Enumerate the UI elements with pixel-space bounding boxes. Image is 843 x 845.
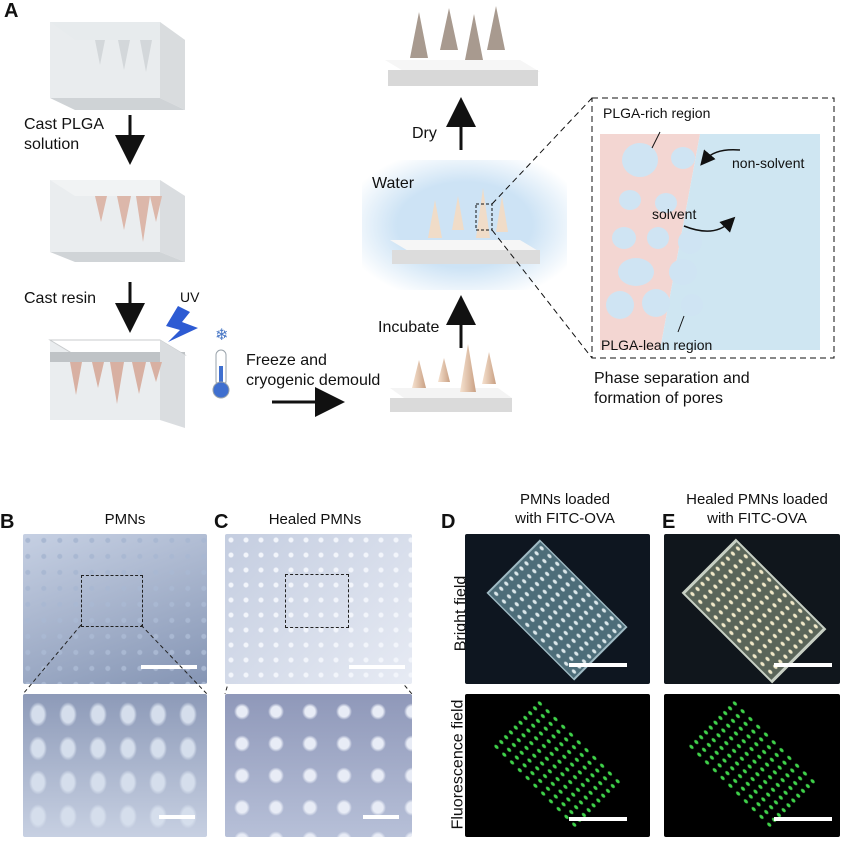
panel-d-title-line1: PMNs loaded bbox=[519, 491, 611, 508]
zoom-box-c bbox=[285, 574, 349, 628]
pmn-zoom-photo bbox=[23, 694, 207, 837]
scale-bar-d-bright bbox=[569, 663, 627, 667]
step-incubate: Incubate bbox=[378, 319, 440, 336]
panel-b-letter: B bbox=[0, 511, 15, 533]
patch-fluor-e bbox=[685, 697, 817, 829]
inset-rich-label: PLGA-rich region bbox=[603, 105, 711, 121]
healed-pmn-zoom-photo bbox=[225, 694, 412, 837]
patch-fluor-d bbox=[490, 697, 622, 829]
demoulded-patch bbox=[390, 344, 512, 412]
thermometer-icon: ❄ bbox=[212, 327, 230, 399]
scale-bar-c-zoom bbox=[363, 815, 399, 819]
panel-c-letter: C bbox=[214, 511, 229, 533]
inset-caption-line1: Phase separation and bbox=[594, 370, 750, 387]
step-cast-plga-line1: Cast PLGA bbox=[24, 116, 105, 133]
healed-pmn-bright-field-photo bbox=[664, 534, 840, 684]
inset-caption-line2: formation of pores bbox=[594, 390, 723, 407]
scale-bar-b bbox=[141, 665, 197, 669]
step-cast-plga-line2: solution bbox=[24, 136, 80, 153]
step-uv: UV bbox=[180, 289, 200, 305]
patch-bright-e bbox=[681, 538, 827, 684]
panel-a-schematic: ❄ bbox=[48, 6, 835, 428]
scale-bar-d-fluor bbox=[569, 817, 627, 821]
panel-e-title-line1: Healed PMNs loaded bbox=[686, 491, 828, 508]
panel-d-letter: D bbox=[441, 511, 456, 533]
zoom-box-b bbox=[81, 575, 143, 627]
mold-plga bbox=[50, 180, 185, 262]
pmn-array-photo bbox=[23, 534, 207, 684]
panel-d-title-line2: with FITC-OVA bbox=[515, 510, 615, 527]
pmn-bright-field-photo bbox=[465, 534, 650, 684]
scale-bar-e-bright bbox=[774, 663, 832, 667]
pores bbox=[606, 143, 703, 319]
inset-lean-label: PLGA-lean region bbox=[601, 337, 713, 353]
panel-e-letter: E bbox=[662, 511, 676, 533]
panel-c-title: Healed PMNs bbox=[268, 511, 362, 528]
dried-porous-patch bbox=[385, 6, 540, 86]
panel-b-title: PMNs bbox=[104, 511, 146, 528]
scale-bar-b-zoom bbox=[159, 815, 195, 819]
inset-solvent-label: solvent bbox=[652, 206, 697, 222]
patch-bright-d bbox=[486, 539, 628, 681]
mold-resin bbox=[48, 339, 187, 428]
step-water: Water bbox=[372, 175, 415, 192]
mold-empty bbox=[50, 22, 185, 110]
pmn-fluorescence-photo bbox=[465, 694, 650, 837]
step-cast-resin: Cast resin bbox=[24, 290, 97, 307]
uv-bolt-icon bbox=[166, 306, 198, 342]
panel-a-letter: A bbox=[4, 0, 19, 22]
panel-e-title-line2: with FITC-OVA bbox=[707, 510, 807, 527]
step-freeze-line2: cryogenic demould bbox=[246, 372, 381, 389]
scale-bar-c bbox=[349, 665, 405, 669]
step-freeze-line1: Freeze and bbox=[246, 352, 327, 369]
inset-non-solvent-label: non-solvent bbox=[732, 155, 805, 171]
healed-pmn-array-photo bbox=[225, 534, 412, 684]
step-dry: Dry bbox=[412, 125, 437, 142]
healed-pmn-fluorescence-photo bbox=[664, 694, 840, 837]
svg-text:❄: ❄ bbox=[215, 327, 228, 344]
scale-bar-e-fluor bbox=[774, 817, 832, 821]
patch-in-water bbox=[390, 188, 540, 264]
